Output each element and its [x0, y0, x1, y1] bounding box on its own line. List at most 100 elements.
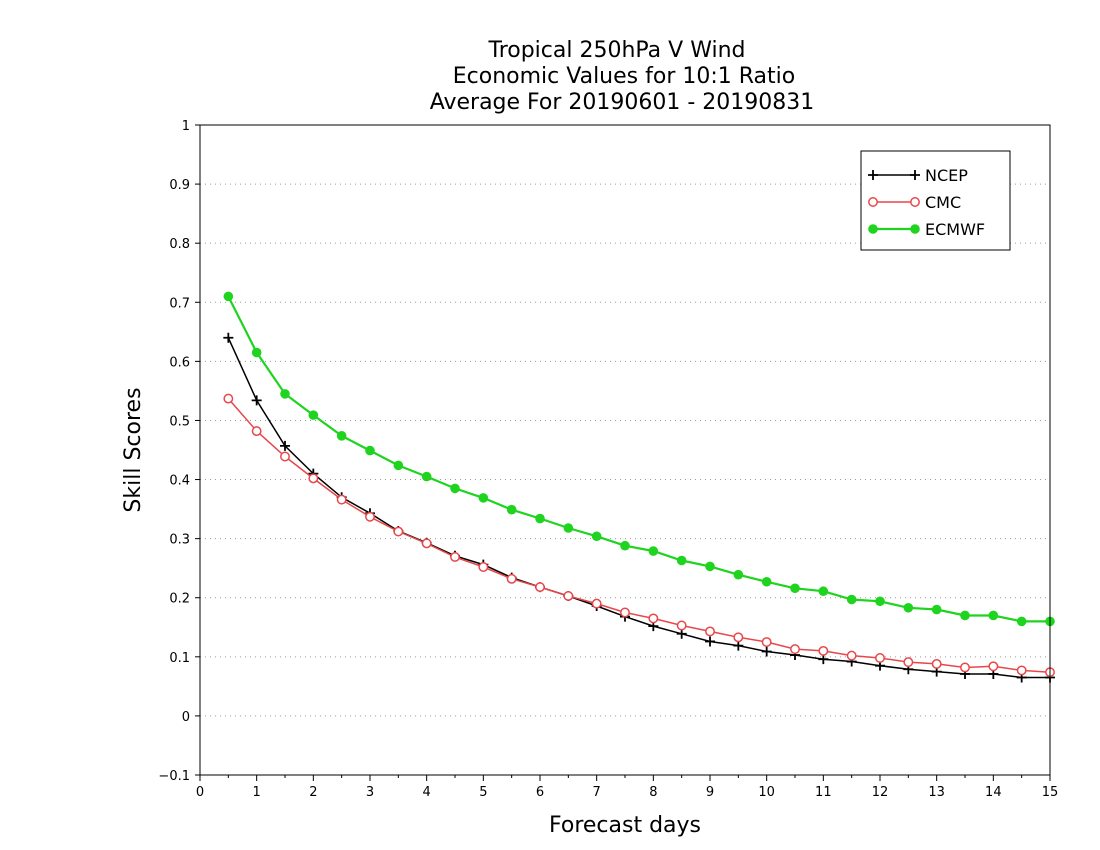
data-point-ecmwf: [336, 431, 347, 441]
data-point-cmc: [988, 661, 999, 672]
x-tick-label: 12: [872, 785, 889, 800]
data-point-ecmwf: [875, 596, 885, 607]
data-point-ecmwf: [620, 540, 630, 551]
y-tick-label: 0.2: [169, 592, 190, 607]
data-point-cmc: [648, 613, 659, 624]
data-point-ecmwf: [790, 583, 800, 594]
y-tick-label: 0.9: [169, 178, 190, 193]
data-point-ecmwf: [960, 610, 970, 621]
data-point-ncep: [251, 395, 262, 406]
data-point-ecmwf: [535, 513, 545, 524]
series-cmc: [223, 393, 1055, 678]
legend: NCEP CMC ECMWF: [860, 150, 1011, 251]
legend-label-cmc: CMC: [925, 193, 961, 212]
chart-title-line-1: Tropical 250hPa V Wind: [487, 38, 745, 63]
y-tick-label: 0.3: [169, 533, 190, 548]
data-point-ncep: [280, 440, 290, 451]
data-point-ecmwf: [818, 586, 829, 597]
data-point-ecmwf: [1016, 616, 1027, 627]
y-tick-label: 0.6: [169, 355, 190, 370]
chart-title-line-3: Average For 20190601 - 20190831: [430, 90, 815, 115]
legend-marker-cmc: [910, 197, 920, 207]
data-point-ecmwf: [733, 569, 744, 580]
data-point-ecmwf: [903, 602, 914, 613]
legend-label-ecmwf: ECMWF: [925, 220, 985, 239]
data-point-ncep: [223, 332, 234, 343]
data-point-cmc: [450, 552, 460, 562]
data-point-ecmwf: [705, 561, 715, 572]
data-point-ecmwf: [365, 445, 375, 456]
data-point-cmc: [846, 650, 857, 661]
data-point-cmc: [903, 657, 914, 668]
data-point-cmc: [535, 582, 545, 593]
x-tick-label: 1: [253, 785, 261, 800]
data-point-cmc: [676, 620, 687, 631]
legend-label-ncep: NCEP: [925, 166, 968, 185]
data-point-cmc: [563, 591, 574, 601]
data-point-ecmwf: [308, 410, 319, 420]
x-tick-label: 14: [985, 785, 1002, 800]
data-point-ecmwf: [931, 604, 942, 615]
x-tick-label: 11: [815, 785, 832, 800]
data-point-ecmwf: [988, 610, 999, 621]
legend-box: [860, 150, 1011, 251]
data-point-cmc: [591, 598, 602, 609]
data-point-cmc: [478, 562, 489, 572]
x-tick-label: 13: [928, 785, 945, 800]
data-point-cmc: [1016, 665, 1027, 676]
y-tick-label: 1: [182, 119, 190, 134]
data-point-ecmwf: [223, 291, 234, 302]
legend-marker-ecmwf: [910, 224, 920, 234]
y-tick-label: 0.7: [169, 296, 190, 311]
series-ncep: [223, 332, 1055, 683]
data-point-cmc: [308, 473, 319, 484]
data-point-cmc: [931, 658, 942, 669]
series-layer: [223, 291, 1055, 683]
data-point-ecmwf: [280, 389, 290, 399]
data-point-ecmwf: [421, 471, 432, 482]
data-point-ecmwf: [393, 460, 404, 471]
data-point-ecmwf: [563, 523, 574, 533]
data-point-cmc: [761, 637, 772, 647]
data-point-ncep: [705, 636, 715, 647]
legend-marker-ncep: [910, 170, 920, 180]
data-point-ecmwf: [591, 531, 602, 542]
data-point-cmc: [336, 494, 347, 505]
legend-marker-ecmwf: [868, 224, 878, 234]
x-axis-label: Forecast days: [549, 813, 701, 838]
data-point-cmc: [620, 607, 630, 618]
chart-title-line-2: Economic Values for 10:1 Ratio: [453, 64, 795, 89]
data-point-cmc: [818, 645, 829, 656]
data-point-ecmwf: [478, 493, 489, 503]
x-tick-label: 8: [649, 785, 657, 800]
legend-marker-ncep: [868, 170, 878, 180]
x-tick-label: 15: [1042, 785, 1059, 800]
x-tick-label: 5: [479, 785, 487, 800]
data-point-cmc: [223, 393, 234, 404]
x-tick-label: 6: [536, 785, 544, 800]
data-point-ecmwf: [648, 546, 659, 556]
y-tick-label: 0.4: [169, 474, 190, 489]
data-point-ecmwf: [450, 483, 460, 494]
data-point-cmc: [365, 511, 375, 522]
data-point-cmc: [960, 662, 970, 673]
data-point-cmc: [733, 632, 744, 643]
y-tick-label: 0.1: [169, 651, 190, 666]
y-axis-label: Skill Scores: [121, 387, 146, 512]
x-tick-label: 0: [196, 785, 204, 800]
axis-ticks: −0.100.10.20.30.40.50.60.70.80.910 1 2 3 4 5 6…: [158, 119, 1058, 800]
data-point-cmc: [506, 573, 517, 584]
data-point-ecmwf: [506, 504, 517, 515]
data-point-ncep: [761, 646, 772, 657]
series-line-ecmwf: [227, 295, 1050, 623]
x-tick-label: 10: [758, 785, 775, 800]
legend-marker-cmc: [868, 197, 878, 207]
data-point-cmc: [790, 644, 800, 655]
data-point-cmc: [393, 526, 404, 537]
data-point-ecmwf: [846, 594, 857, 605]
y-tick-label: 0: [182, 710, 190, 725]
series-ecmwf: [223, 291, 1055, 627]
data-point-ecmwf: [676, 555, 687, 566]
data-point-cmc: [421, 538, 432, 549]
